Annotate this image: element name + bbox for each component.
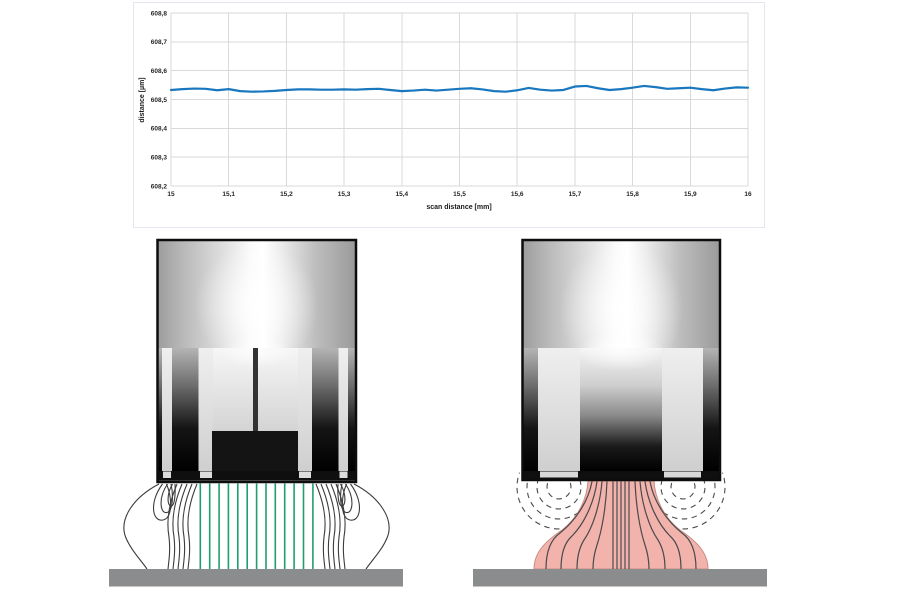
- distance-data-line: [169, 84, 750, 93]
- center-electrode-gap: [253, 348, 258, 431]
- sensor-body: [156, 238, 358, 484]
- svg-text:608,6: 608,6: [151, 68, 168, 75]
- svg-text:608,5: 608,5: [151, 97, 168, 104]
- svg-text:15,1: 15,1: [222, 191, 235, 198]
- svg-text:15,7: 15,7: [569, 191, 582, 198]
- scan-chart-svg: scan distance [mm] distance [µm] 15 15,1 1…: [139, 10, 752, 211]
- svg-text:608,8: 608,8: [151, 10, 168, 17]
- svg-text:15,9: 15,9: [684, 191, 697, 198]
- target-plate: [473, 569, 767, 587]
- x-axis-title: scan distance [mm]: [426, 204, 491, 211]
- sensor-body: [521, 238, 722, 482]
- svg-text:15,2: 15,2: [280, 191, 293, 198]
- y-axis-title: distance [µm]: [139, 77, 146, 122]
- target-plate: [109, 569, 403, 587]
- sensor-outline: [521, 238, 722, 482]
- sensor-diagram-right: [460, 235, 780, 595]
- svg-text:608,7: 608,7: [151, 39, 168, 46]
- svg-text:15,6: 15,6: [511, 191, 524, 198]
- svg-text:15: 15: [167, 191, 175, 198]
- sensor-diagram-left: [100, 235, 410, 595]
- spreading-field-lines: [545, 480, 697, 570]
- chart-panel: scan distance [mm] distance [µm] 15 15,1 1…: [133, 2, 765, 228]
- svg-text:16: 16: [744, 191, 752, 198]
- svg-text:608,2: 608,2: [151, 183, 168, 190]
- svg-text:608,3: 608,3: [151, 154, 168, 161]
- sensor-face: [522, 471, 720, 479]
- svg-text:15,8: 15,8: [626, 191, 639, 198]
- specular-highlight: [194, 243, 319, 367]
- capacitive-sensor-svg: [109, 238, 403, 587]
- sensor-outline: [156, 238, 358, 484]
- svg-text:608,4: 608,4: [151, 126, 168, 133]
- svg-text:15,4: 15,4: [395, 191, 408, 198]
- svg-text:15,3: 15,3: [338, 191, 351, 198]
- measuring-field-lines: [199, 483, 314, 569]
- svg-text:15,5: 15,5: [453, 191, 466, 198]
- eddy-current-sensor-svg: [473, 238, 767, 587]
- sensor-face: [157, 471, 356, 481]
